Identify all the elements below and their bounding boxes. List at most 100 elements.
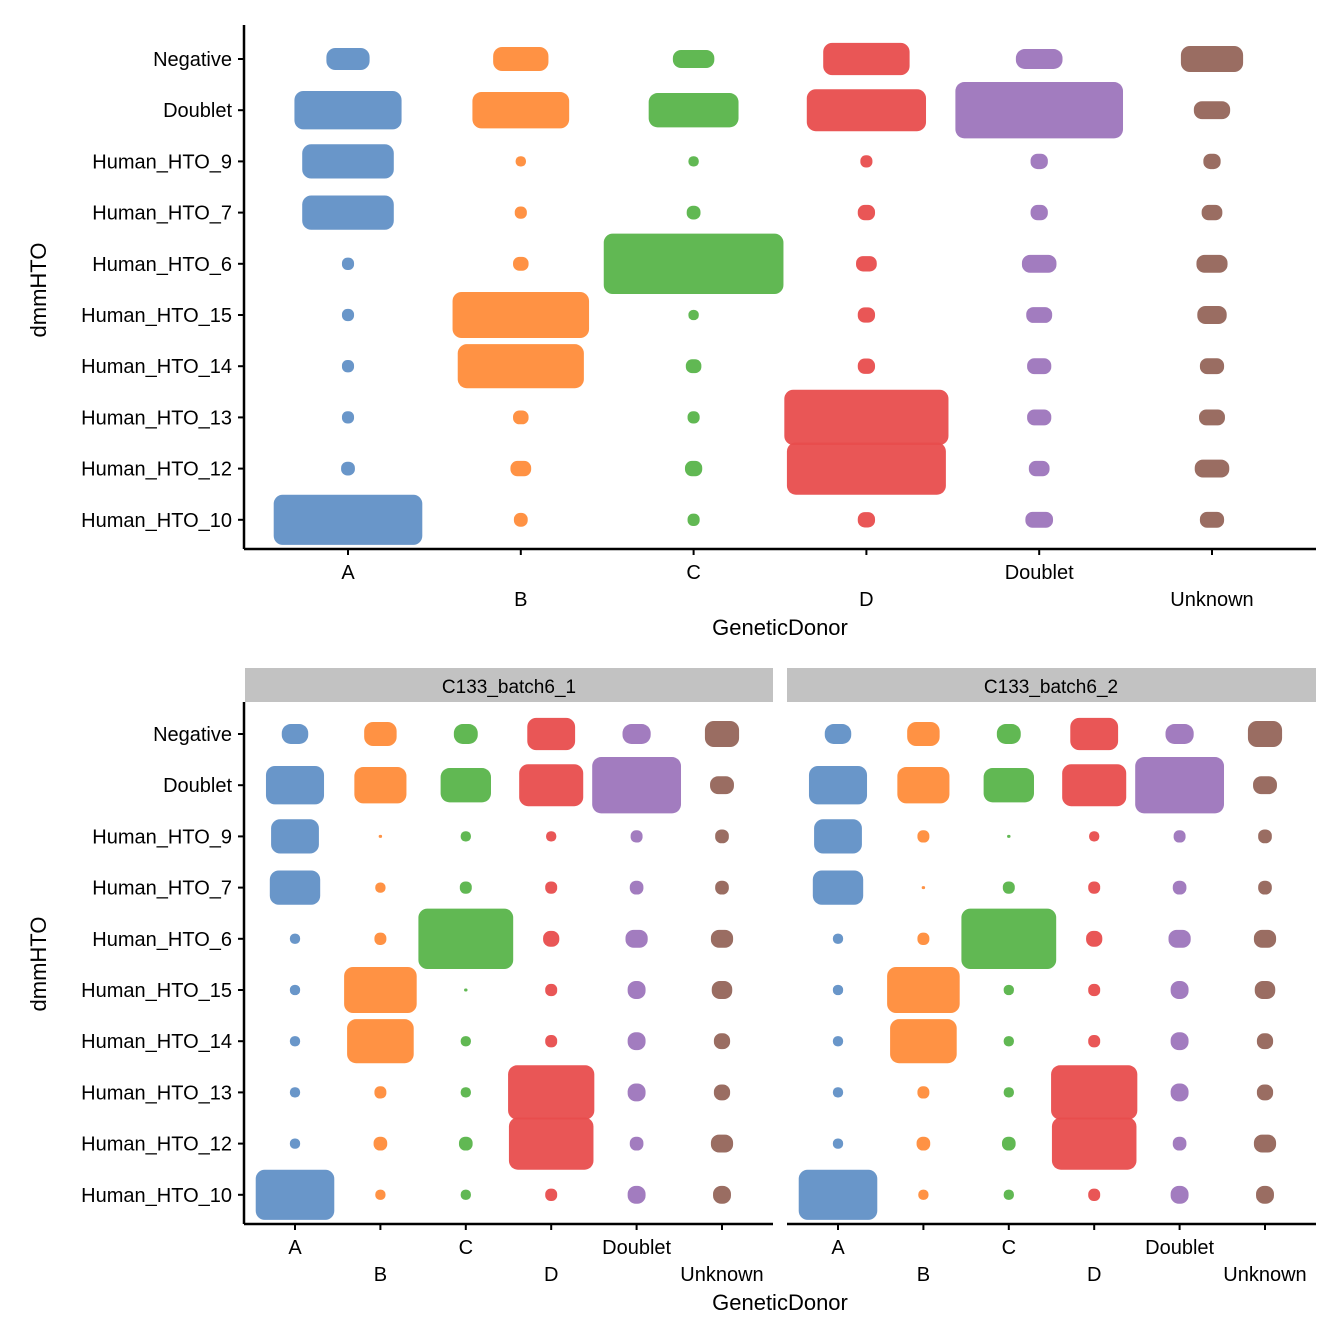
- top-point-cloud-C-Human_HTO_6: [603, 233, 784, 295]
- top-point-cloud-A-Human_HTO_7: [302, 195, 394, 230]
- facet1-point-cloud-Unknown-Human_HTO_7: [715, 880, 729, 895]
- facet2-point-cloud-A-Human_HTO_12: [832, 1138, 844, 1149]
- top-point-cloud-B-Human_HTO_12: [510, 460, 532, 477]
- facet1-point-cloud-Unknown-Human_HTO_14: [713, 1033, 731, 1050]
- facet2-point-cloud-D-Human_HTO_12: [1051, 1117, 1137, 1170]
- bottom-x-axis-title: GeneticDonor: [712, 1290, 848, 1315]
- facet2-point-cloud-D-Negative: [1070, 717, 1119, 751]
- facet1-point-cloud-Doublet-Human_HTO_10: [627, 1185, 646, 1204]
- facet1-point-cloud-B-Human_HTO_14: [347, 1019, 414, 1064]
- top-point-cloud-A-Human_HTO_12: [341, 461, 355, 476]
- top-y-tick-label: Human_HTO_14: [81, 356, 232, 378]
- bottom-y-axis-title: dmmHTO: [26, 917, 51, 1012]
- facet1-y-tick-label: Human_HTO_9: [92, 826, 232, 848]
- facet1-x-tick-label: A: [288, 1237, 302, 1259]
- facet1-point-cloud-A-Human_HTO_6: [289, 933, 301, 944]
- facet1-point-cloud-B-Human_HTO_9: [378, 834, 383, 838]
- top-y-tick-label: Human_HTO_9: [92, 151, 232, 173]
- top-y-axis-title: dmmHTO: [26, 243, 51, 338]
- facet1-point-cloud-Unknown-Human_HTO_12: [710, 1134, 734, 1153]
- facet2-point-cloud-Doublet-Human_HTO_13: [1170, 1083, 1189, 1102]
- facet2-point-cloud-B-Human_HTO_10: [918, 1189, 929, 1200]
- facet2-point-cloud-Doublet-Human_HTO_7: [1172, 880, 1187, 895]
- facet2-point-cloud-A-Human_HTO_9: [814, 819, 862, 854]
- top-y-tick-label: Human_HTO_7: [92, 203, 232, 225]
- facet1-point-cloud-C-Human_HTO_13: [460, 1087, 471, 1098]
- facet1-point-cloud-A-Human_HTO_9: [271, 819, 319, 854]
- top-point-cloud-C-Human_HTO_7: [686, 205, 701, 220]
- top-point-cloud-Unknown-Human_HTO_10: [1199, 511, 1225, 528]
- top-point-cloud-Unknown-Human_HTO_9: [1203, 153, 1221, 170]
- facet1-x-tick-label: C: [459, 1237, 473, 1259]
- top-point-cloud-A-Human_HTO_15: [341, 308, 355, 322]
- facet2-x-tick-label: Unknown: [1223, 1264, 1306, 1286]
- facet1-point-cloud-B-Doublet: [354, 767, 407, 804]
- facet1-point-cloud-B-Human_HTO_10: [375, 1189, 386, 1200]
- top-point-cloud-D-Human_HTO_6: [856, 256, 877, 272]
- top-y-tick-label: Human_HTO_15: [81, 305, 232, 327]
- facet2-point-cloud-D-Human_HTO_6: [1086, 930, 1103, 947]
- facet2-point-cloud-Unknown-Negative: [1247, 720, 1283, 748]
- facet1-point-cloud-C-Human_HTO_9: [460, 831, 471, 842]
- facet1-point-cloud-D-Human_HTO_13: [508, 1065, 595, 1120]
- top-point-cloud-C-Human_HTO_14: [685, 359, 702, 374]
- top-point-cloud-Unknown-Human_HTO_12: [1194, 459, 1230, 478]
- facet2-point-cloud-A-Human_HTO_14: [832, 1036, 844, 1047]
- top-point-cloud-D-Human_HTO_9: [860, 155, 873, 168]
- facet2-point-cloud-A-Human_HTO_15: [832, 984, 844, 996]
- facet1-point-cloud-Unknown-Human_HTO_9: [715, 829, 729, 844]
- top-point-cloud-B-Human_HTO_6: [513, 256, 529, 271]
- facet2-point-cloud-A-Human_HTO_10: [798, 1169, 878, 1220]
- top-point-cloud-Unknown-Negative: [1180, 45, 1244, 73]
- facet2-point-cloud-Doublet-Negative: [1165, 724, 1194, 744]
- top-point-cloud-A-Doublet: [294, 91, 402, 130]
- top-point-cloud-A-Human_HTO_14: [341, 360, 355, 373]
- facet2-point-cloud-B-Human_HTO_7: [921, 886, 926, 890]
- facet2-x-tick-label: Doublet: [1145, 1237, 1214, 1259]
- facet2-point-cloud-Doublet-Human_HTO_14: [1170, 1032, 1189, 1051]
- facet1-point-cloud-C-Human_HTO_12: [458, 1136, 473, 1151]
- facet2-point-cloud-Unknown-Human_HTO_10: [1256, 1185, 1274, 1204]
- top-point-cloud-Doublet-Human_HTO_6: [1021, 254, 1057, 273]
- facet1-point-cloud-A-Human_HTO_10: [255, 1169, 335, 1220]
- facet2-point-cloud-D-Doublet: [1062, 764, 1127, 807]
- facet2-point-cloud-C-Negative: [996, 724, 1021, 744]
- facet2-point-cloud-B-Negative: [907, 721, 940, 747]
- facet2-point-cloud-D-Human_HTO_13: [1051, 1065, 1138, 1120]
- top-point-cloud-Doublet-Human_HTO_13: [1027, 409, 1052, 426]
- top-y-tick-label: Doublet: [163, 100, 232, 122]
- facet1-point-cloud-A-Human_HTO_14: [289, 1036, 301, 1047]
- facet1-point-cloud-A-Human_HTO_12: [289, 1138, 301, 1149]
- facet1-point-cloud-B-Human_HTO_6: [374, 932, 387, 945]
- facet2-point-cloud-C-Human_HTO_12: [1001, 1136, 1016, 1151]
- facet2-point-cloud-Unknown-Human_HTO_7: [1258, 880, 1272, 895]
- facet2-point-cloud-Unknown-Human_HTO_6: [1253, 929, 1277, 948]
- facet2-point-cloud-C-Human_HTO_14: [1003, 1036, 1014, 1047]
- top-point-cloud-B-Human_HTO_14: [457, 344, 584, 389]
- facet2-point-cloud-A-Human_HTO_13: [832, 1087, 844, 1098]
- top-point-cloud-Doublet-Doublet: [955, 82, 1124, 139]
- facet2-x-tick-label: B: [917, 1264, 930, 1286]
- top-point-cloud-Doublet-Human_HTO_12: [1028, 460, 1050, 477]
- top-y-tick-label: Human_HTO_12: [81, 459, 232, 481]
- top-point-cloud-A-Human_HTO_10: [273, 494, 423, 545]
- facet1-point-cloud-D-Human_HTO_10: [545, 1188, 558, 1201]
- top-x-tick-label: Unknown: [1170, 589, 1253, 611]
- facet1-point-cloud-Unknown-Human_HTO_10: [713, 1185, 731, 1204]
- top-point-cloud-Unknown-Human_HTO_6: [1196, 254, 1228, 273]
- facet2-point-cloud-Unknown-Human_HTO_14: [1256, 1033, 1274, 1050]
- facet1-point-cloud-B-Negative: [364, 721, 397, 747]
- facet1-x-tick-label: B: [374, 1264, 387, 1286]
- facet1-point-cloud-D-Doublet: [519, 764, 584, 807]
- facet1-y-tick-label: Human_HTO_15: [81, 980, 232, 1002]
- facet1-point-cloud-B-Human_HTO_15: [344, 966, 417, 1014]
- top-point-cloud-D-Negative: [823, 42, 910, 76]
- top-point-cloud-B-Human_HTO_7: [514, 206, 527, 219]
- facet2-point-cloud-Unknown-Doublet: [1253, 776, 1277, 795]
- facet1-point-cloud-C-Negative: [453, 724, 478, 744]
- top-y-tick-label: Negative: [153, 49, 232, 71]
- top-point-cloud-D-Human_HTO_13: [784, 389, 949, 446]
- top-x-axis-title: GeneticDonor: [712, 615, 848, 640]
- facet1-point-cloud-B-Human_HTO_13: [374, 1086, 387, 1099]
- facet2-point-cloud-C-Human_HTO_13: [1003, 1087, 1014, 1098]
